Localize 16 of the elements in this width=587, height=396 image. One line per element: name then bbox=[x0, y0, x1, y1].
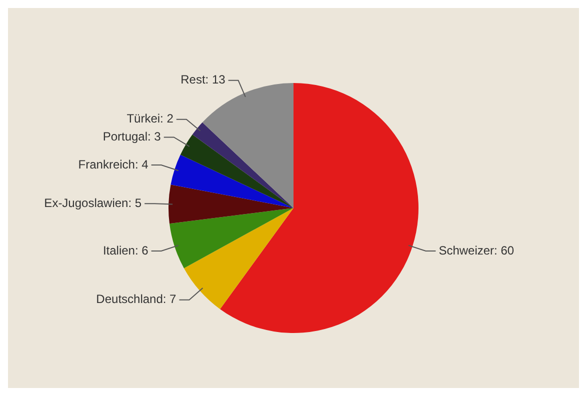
slice-label: Italien bbox=[102, 243, 135, 258]
slice-label: Deutschland bbox=[96, 292, 163, 306]
slice-label: Ex-Jugoslawien bbox=[44, 196, 128, 210]
data-label: : 3 bbox=[148, 130, 162, 144]
slice-label: Rest bbox=[180, 72, 206, 87]
data-label: : 60 bbox=[494, 243, 514, 258]
slice-label: Türkei bbox=[126, 112, 160, 126]
data-label: : 7 bbox=[162, 292, 177, 306]
slice-label: Frankreich bbox=[78, 157, 135, 172]
slice-label: Portugal bbox=[102, 130, 148, 144]
slice-label: Schweizer bbox=[438, 243, 494, 258]
data-label: : 5 bbox=[128, 196, 142, 210]
data-label: : 13 bbox=[205, 72, 226, 87]
data-label: : 4 bbox=[134, 157, 149, 172]
data-label: : 6 bbox=[134, 243, 149, 258]
data-label: : 2 bbox=[160, 112, 174, 126]
